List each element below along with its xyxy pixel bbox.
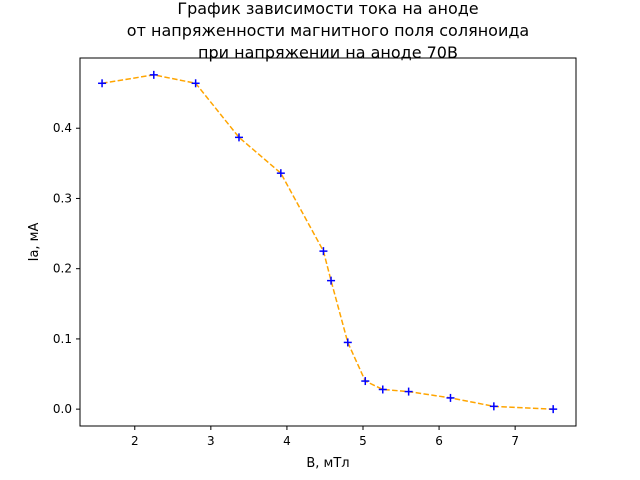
data-point — [319, 247, 328, 256]
data-point — [276, 169, 285, 178]
x-tick-label: 5 — [359, 434, 367, 448]
y-axis: 0.0 0.1 0.2 0.3 0.4 — [53, 121, 80, 416]
chart-title-line: График зависимости тока на аноде — [177, 0, 478, 18]
y-tick-label: 0.3 — [53, 191, 72, 205]
y-axis-label: Ia, мА — [27, 223, 42, 262]
chart-title-line: от напряженности магнитного поля солянои… — [127, 21, 529, 40]
data-point — [361, 377, 370, 386]
y-tick-label: 0.0 — [53, 402, 72, 416]
data-point — [234, 133, 243, 142]
data-point — [549, 405, 558, 414]
x-tick-label: 7 — [511, 434, 519, 448]
x-axis-label: B, мТл — [306, 456, 349, 471]
x-tick-label: 6 — [435, 434, 443, 448]
data-point — [378, 385, 387, 394]
data-point — [343, 338, 352, 347]
data-point — [149, 70, 158, 79]
y-tick-label: 0.4 — [53, 121, 72, 135]
chart-title: График зависимости тока на аноде от напря… — [127, 0, 529, 62]
plot-area — [79, 57, 577, 427]
x-axis: 2 3 4 5 6 7 — [131, 426, 519, 448]
x-tick-label: 3 — [207, 434, 215, 448]
data-point — [98, 79, 107, 88]
data-point — [327, 276, 336, 285]
series-line — [101, 74, 554, 410]
data-point — [191, 79, 200, 88]
data-point — [489, 402, 498, 411]
x-tick-label: 4 — [283, 434, 291, 448]
data-point — [446, 393, 455, 402]
y-tick-label: 0.1 — [53, 332, 72, 346]
data-point — [404, 387, 413, 396]
x-tick-label: 2 — [131, 434, 139, 448]
y-tick-label: 0.2 — [53, 262, 72, 276]
chart-title-line: при напряжении на аноде 70В — [198, 43, 458, 62]
series-layer — [98, 70, 558, 414]
